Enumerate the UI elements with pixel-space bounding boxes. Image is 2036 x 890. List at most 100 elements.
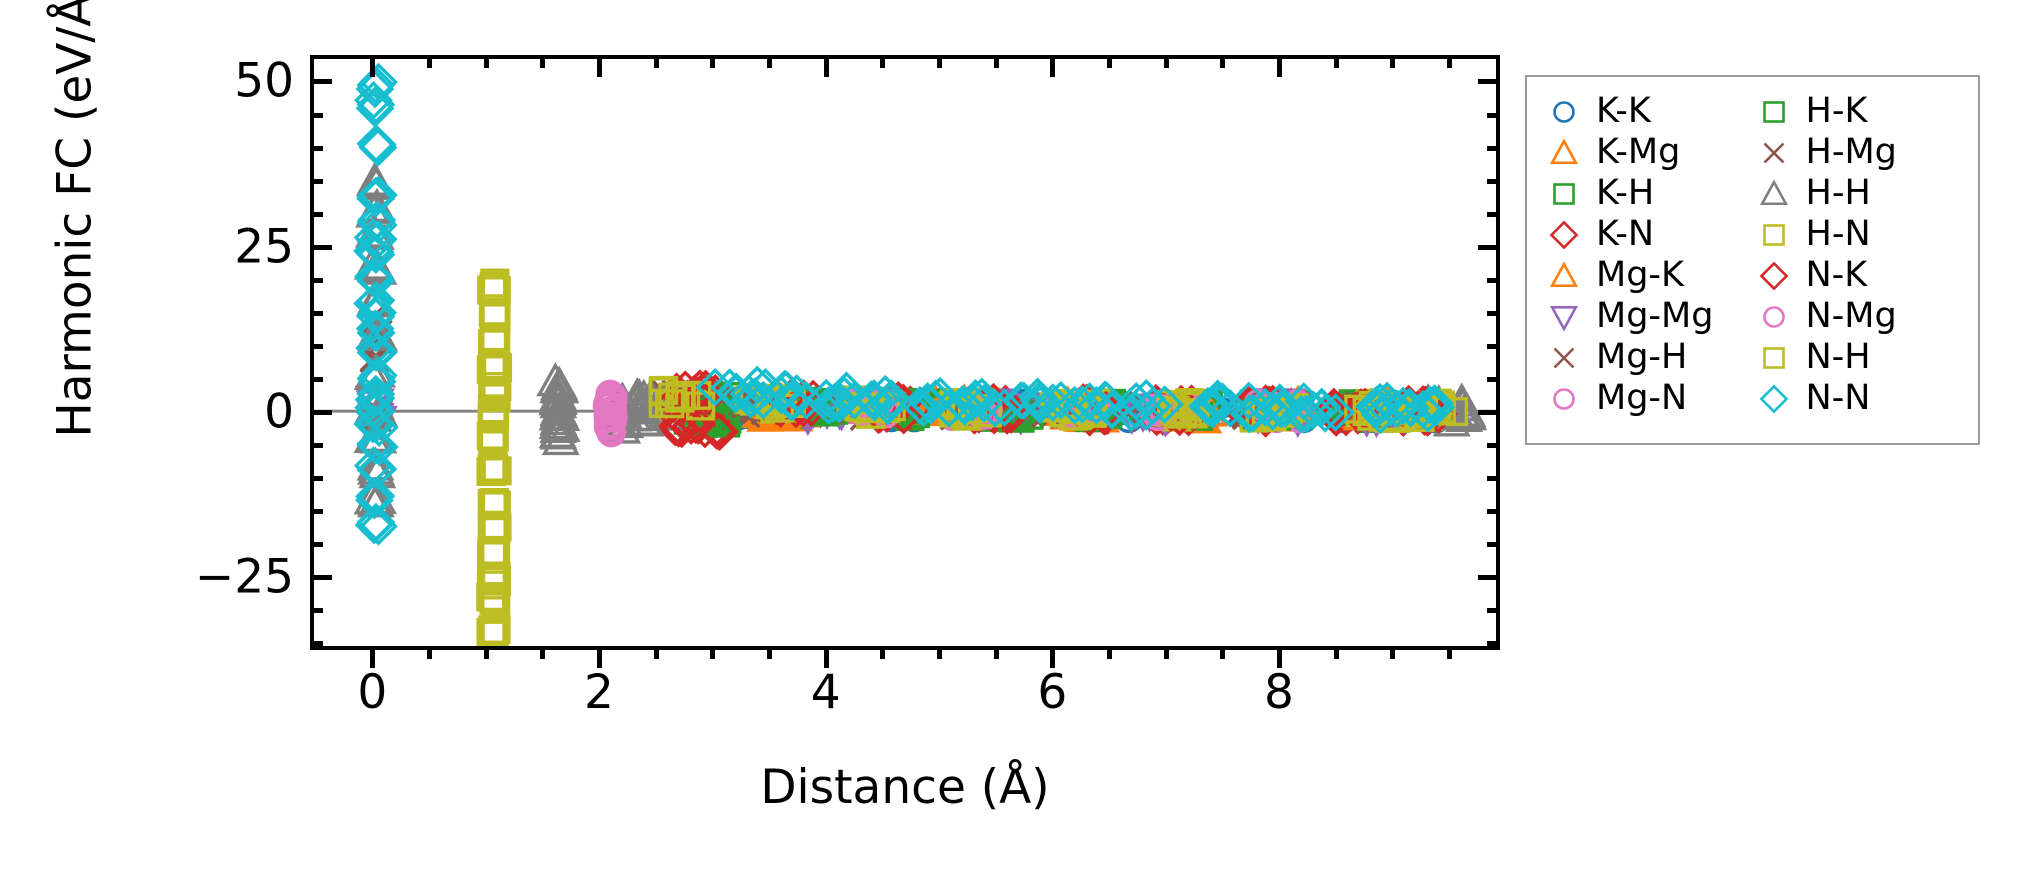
legend-item-mg-mg[interactable]: Mg-Mg	[1549, 296, 1759, 337]
x-minor-tick-top	[483, 55, 489, 68]
y-minor-tick	[310, 145, 323, 151]
x-minor-tick-top	[1447, 55, 1452, 68]
y-major-tick-right	[1478, 79, 1500, 85]
y-minor-tick	[310, 476, 323, 482]
y-tick-label: 25	[234, 219, 294, 275]
square-icon	[1549, 179, 1579, 209]
legend-item-k-n[interactable]: K-N	[1549, 214, 1759, 255]
legend-item-h-h[interactable]: H-H	[1759, 173, 1969, 214]
y-minor-tick	[310, 443, 323, 449]
y-minor-tick-right	[1487, 310, 1500, 316]
diamond-icon	[1549, 220, 1579, 250]
square-icon	[1759, 343, 1789, 373]
legend-item-mg-h[interactable]: Mg-H	[1549, 337, 1759, 378]
legend-label: K-H	[1596, 173, 1655, 213]
x-tick-label: 8	[1264, 665, 1294, 720]
series-h-n	[476, 268, 1469, 646]
y-minor-tick-right	[1487, 145, 1500, 151]
x-minor-tick	[540, 646, 546, 659]
legend-item-k-mg[interactable]: K-Mg	[1549, 132, 1759, 173]
x-minor-tick-top	[1107, 55, 1112, 68]
y-minor-tick-right	[1487, 211, 1500, 217]
legend-item-n-n[interactable]: N-N	[1759, 378, 1969, 419]
legend-label: K-Mg	[1596, 132, 1681, 172]
x-major-tick	[597, 646, 602, 668]
y-minor-tick-right	[1487, 641, 1500, 647]
x-major-tick-top	[1050, 55, 1056, 77]
y-minor-tick-right	[1487, 608, 1500, 614]
x-tick-label: 2	[584, 665, 614, 720]
legend-label: N-H	[1805, 337, 1871, 377]
legend-item-h-k[interactable]: H-K	[1759, 91, 1969, 132]
x-major-tick-top	[823, 55, 829, 77]
y-minor-tick-right	[1487, 443, 1500, 449]
y-minor-tick	[310, 112, 323, 118]
legend-item-n-k[interactable]: N-K	[1759, 255, 1969, 296]
y-major-tick-right	[1478, 410, 1500, 415]
series-n-n	[353, 62, 1456, 546]
legend-item-k-h[interactable]: K-H	[1549, 173, 1759, 214]
triangle-up-icon	[1549, 137, 1579, 168]
x-icon	[1759, 138, 1789, 168]
x-minor-tick-top	[710, 55, 716, 68]
legend-label: H-Mg	[1805, 132, 1897, 172]
x-minor-tick	[880, 646, 886, 659]
x-tick-label: 6	[1037, 665, 1068, 720]
legend-label: Mg-Mg	[1596, 296, 1714, 336]
y-tick-label: −25	[194, 549, 294, 605]
x-minor-tick	[653, 646, 659, 659]
legend-label: K-N	[1596, 214, 1655, 254]
y-minor-tick	[310, 211, 323, 217]
legend-label: Mg-N	[1596, 378, 1688, 418]
legend-item-h-mg[interactable]: H-Mg	[1759, 132, 1969, 173]
legend-label: H-N	[1805, 214, 1871, 254]
x-minor-tick	[710, 646, 716, 659]
x-minor-tick-top	[767, 55, 772, 68]
square-icon	[1759, 97, 1789, 127]
y-axis-label: Harmonic FC (eV/Å²)	[47, 0, 103, 438]
x-minor-tick-top	[937, 55, 942, 68]
x-minor-tick-top	[1390, 55, 1396, 68]
legend-item-n-mg[interactable]: N-Mg	[1759, 296, 1969, 337]
legend-item-mg-k[interactable]: Mg-K	[1549, 255, 1759, 296]
y-major-tick	[310, 79, 332, 85]
triangle-up-icon	[1549, 260, 1579, 291]
legend-item-n-h[interactable]: N-H	[1759, 337, 1969, 378]
scatter-canvas	[314, 62, 1496, 646]
x-minor-tick-top	[1163, 55, 1169, 68]
x-icon	[1549, 343, 1579, 373]
diamond-icon	[1759, 384, 1789, 414]
x-minor-tick-top	[1333, 55, 1339, 68]
legend-label: K-K	[1596, 91, 1651, 131]
x-minor-tick	[483, 646, 489, 659]
x-minor-tick-top	[653, 55, 659, 68]
plot-area	[310, 55, 1500, 650]
y-minor-tick	[310, 376, 323, 382]
x-axis-label: Distance (Å)	[760, 760, 1050, 815]
legend-label: H-H	[1805, 173, 1871, 213]
x-major-tick-top	[370, 55, 376, 77]
y-minor-tick-right	[1487, 277, 1500, 283]
x-major-tick-top	[1277, 55, 1282, 77]
legend-item-mg-n[interactable]: Mg-N	[1549, 378, 1759, 419]
circle-icon	[1549, 384, 1579, 414]
y-major-tick-right	[1478, 244, 1500, 250]
legend-label: N-Mg	[1805, 296, 1897, 336]
y-minor-tick-right	[1487, 178, 1500, 184]
y-tick-labels: 50 25 0 −25	[110, 53, 295, 650]
y-minor-tick-right	[1487, 476, 1500, 482]
y-minor-tick-right	[1487, 376, 1500, 382]
legend-label: H-K	[1805, 91, 1868, 131]
legend-item-h-n[interactable]: H-N	[1759, 214, 1969, 255]
legend-label: Mg-K	[1596, 255, 1684, 295]
y-minor-tick	[310, 310, 323, 316]
legend-label: N-K	[1805, 255, 1868, 295]
x-major-tick	[370, 646, 376, 668]
legend-item-k-k[interactable]: K-K	[1549, 91, 1759, 132]
y-minor-tick	[310, 277, 323, 283]
y-tick-label: 50	[234, 53, 294, 109]
x-minor-tick	[1447, 646, 1452, 659]
y-minor-tick-right	[1487, 343, 1500, 349]
legend-label: Mg-H	[1596, 337, 1688, 377]
